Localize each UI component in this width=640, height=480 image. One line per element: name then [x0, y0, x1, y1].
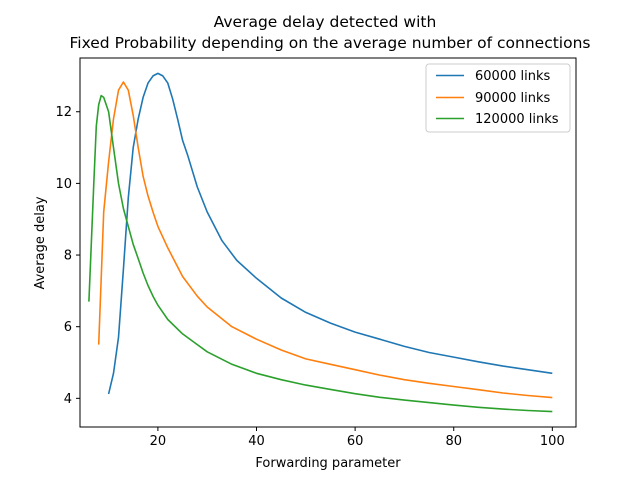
series-layer [88, 72, 553, 413]
y-tick-label: 4 [64, 392, 72, 407]
x-axis-label: Forwarding parameter [255, 456, 401, 471]
y-tick-label: 10 [55, 177, 72, 192]
legend-label-60000: 60000 links [475, 69, 550, 84]
ticks-layer: 20 40 60 80 100 4 6 8 10 12 [55, 105, 564, 449]
chart-title-line-1: Average delay detected with [214, 13, 437, 31]
legend-box [425, 63, 571, 133]
y-axis-label: Average delay [33, 196, 48, 289]
plot-frame [79, 57, 577, 428]
legend-label-120000: 120000 links [475, 112, 559, 127]
series-line-90000-links [97, 81, 553, 399]
y-tick-label: 12 [55, 105, 72, 120]
x-tick-label: 80 [445, 434, 462, 449]
x-tick-label: 60 [347, 434, 364, 449]
legend-label-90000: 90000 links [475, 91, 550, 106]
chart-title-line-2: Fixed Probability depending on the avera… [69, 34, 590, 52]
legend: 60000 links 90000 links 120000 links [425, 63, 571, 133]
x-tick-label: 100 [540, 434, 565, 449]
series-line-120000-links [88, 94, 553, 413]
x-tick-label: 40 [248, 434, 265, 449]
y-tick-label: 6 [64, 320, 72, 335]
y-tick-label: 8 [64, 249, 72, 264]
x-tick-label: 20 [150, 434, 167, 449]
